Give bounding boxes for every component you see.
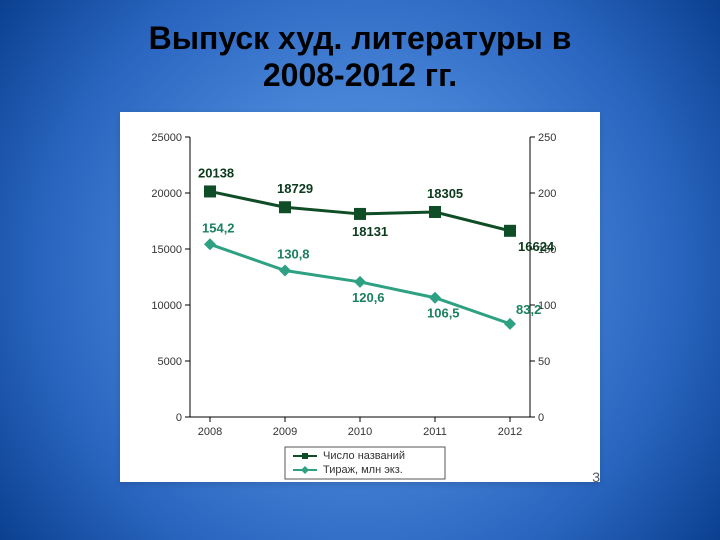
marker-square (279, 201, 291, 213)
marker-diamond (354, 276, 366, 288)
y-left-tick-label: 25000 (151, 132, 182, 144)
data-label: 106,5 (427, 305, 460, 320)
x-tick-label: 2011 (423, 426, 447, 438)
data-label: 83,2 (516, 301, 541, 316)
x-tick-label: 2008 (198, 426, 222, 438)
legend-marker-diamond (301, 466, 309, 474)
page-number: 3 (592, 469, 600, 485)
y-right-tick-label: 0 (538, 412, 544, 424)
chart-card: 0500010000150002000025000050100150200250… (120, 112, 600, 482)
y-left-tick-label: 5000 (158, 356, 182, 368)
title-line-1: Выпуск худ. литературы в (149, 20, 572, 56)
y-left-tick-label: 20000 (151, 188, 182, 200)
y-right-tick-label: 200 (538, 188, 556, 200)
x-tick-label: 2012 (498, 426, 522, 438)
y-right-tick-label: 250 (538, 132, 556, 144)
data-label: 18305 (427, 186, 463, 201)
data-label: 120,6 (352, 290, 385, 305)
marker-diamond (429, 291, 441, 303)
x-tick-label: 2009 (273, 426, 297, 438)
y-left-tick-label: 0 (176, 412, 182, 424)
legend-item-0: Число названий (323, 450, 405, 462)
chart-svg: 0500010000150002000025000050100150200250… (120, 112, 600, 482)
marker-diamond (204, 238, 216, 250)
slide: Выпуск худ. литературы в 2008-2012 гг. 0… (0, 0, 720, 540)
data-label: 18131 (352, 224, 388, 239)
y-left-tick-label: 15000 (151, 244, 182, 256)
data-label: 18729 (277, 181, 313, 196)
slide-title: Выпуск худ. литературы в 2008-2012 гг. (30, 20, 690, 94)
data-label: 16624 (518, 238, 555, 253)
marker-diamond (279, 264, 291, 276)
title-line-2: 2008-2012 гг. (263, 57, 457, 93)
data-label: 130,8 (277, 246, 310, 261)
legend-item-1: Тираж, млн экз. (323, 464, 403, 476)
marker-diamond (504, 317, 516, 329)
marker-square (354, 208, 366, 220)
marker-square (204, 185, 216, 197)
marker-square (504, 224, 516, 236)
data-label: 154,2 (202, 220, 235, 235)
x-tick-label: 2010 (348, 426, 372, 438)
y-right-tick-label: 50 (538, 356, 550, 368)
legend-marker-square (302, 453, 308, 459)
data-label: 20138 (198, 165, 234, 180)
marker-square (429, 206, 441, 218)
y-left-tick-label: 10000 (151, 300, 182, 312)
